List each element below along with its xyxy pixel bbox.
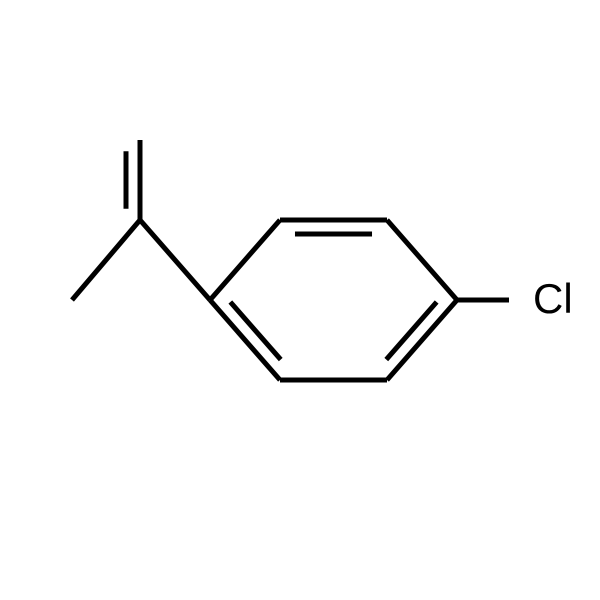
bond-line bbox=[387, 300, 457, 380]
bond-line bbox=[387, 220, 457, 300]
molecule-diagram: Cl bbox=[0, 0, 600, 600]
bond-line bbox=[72, 220, 140, 300]
bond-line bbox=[210, 220, 280, 300]
bond-line bbox=[210, 300, 280, 380]
atom-label-cl: Cl bbox=[533, 275, 573, 322]
bond-line bbox=[140, 220, 210, 300]
